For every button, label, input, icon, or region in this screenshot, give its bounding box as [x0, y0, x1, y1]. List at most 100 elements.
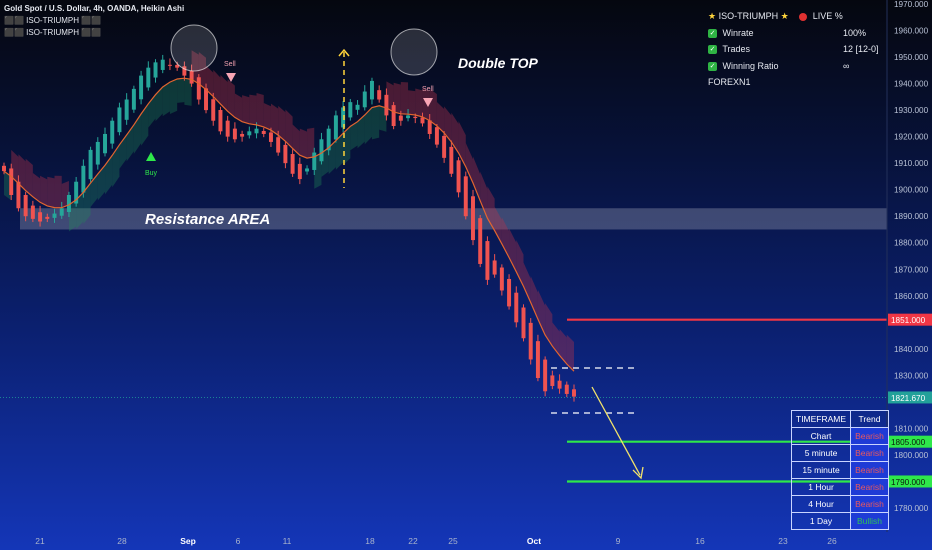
checkmark-icon: ✓ [708, 45, 717, 55]
y-tick-label: 1870.000 [894, 265, 929, 274]
sell-marker-icon-2 [423, 98, 433, 107]
candle-body [290, 154, 295, 174]
cloud-segment [90, 173, 98, 207]
star-icon: ★ [708, 11, 717, 21]
x-tick-label: Oct [527, 536, 541, 546]
cloud-segment [105, 155, 113, 195]
trend-timeframe: 1 Day [790, 512, 852, 530]
trend-header-timeframe: TIMEFRAME [790, 410, 852, 428]
cloud-segment [436, 102, 445, 133]
candle-body [182, 66, 187, 76]
cloud-segment [350, 121, 358, 151]
candle-body [218, 109, 223, 132]
candle-body [456, 160, 461, 193]
stats-value: ∞ [843, 60, 850, 71]
cloud-segment [530, 275, 538, 320]
candle-body [30, 205, 35, 219]
cloud-segment [112, 144, 120, 188]
y-tick-label: 1890.000 [894, 212, 929, 221]
trend-row: Chart Bearish [790, 427, 889, 445]
candle-body [333, 115, 338, 140]
cloud-segment [263, 102, 271, 131]
candle-body [564, 384, 569, 394]
y-tick-label: 1910.000 [894, 159, 929, 168]
candle-body [463, 176, 468, 217]
candle-body [247, 131, 252, 136]
candle-body [514, 292, 519, 323]
stats-value: 100% [843, 27, 867, 38]
symbol-title: Gold Spot / U.S. Dollar, 4h, OANDA, Heik… [4, 4, 185, 13]
price-lines[interactable] [0, 318, 887, 483]
trend-table-header: TIMEFRAME Trend [790, 410, 889, 428]
candle-body [211, 99, 216, 121]
cloud-segment [177, 78, 185, 103]
candle-body [261, 130, 266, 134]
cloud-segment [472, 156, 481, 201]
candle-body [283, 144, 288, 164]
candle-body [369, 80, 374, 100]
sell-marker-icon-1 [226, 73, 236, 82]
stats-footer: FOREXN1 [708, 77, 751, 87]
trend-value: Bearish [850, 427, 889, 445]
cloud-segment [523, 262, 531, 303]
candle-body [240, 133, 245, 137]
cloud-segment [299, 128, 308, 159]
candle-body [398, 115, 403, 121]
cloud-segment [480, 171, 488, 219]
y-tick-label: 1940.000 [894, 80, 929, 89]
sell-label-1: Sell [224, 61, 236, 68]
candle-body [492, 260, 497, 275]
cloud-segment [25, 158, 33, 197]
cloud-segment [83, 183, 91, 225]
candle-body [442, 135, 447, 158]
candle-body [557, 380, 562, 389]
indicator-legend-2[interactable]: ⬛⬛ ISO-TRIUMPH ⬛⬛ [4, 28, 102, 37]
candle-body [117, 107, 122, 133]
y-tick-label: 1960.000 [894, 27, 929, 36]
trend-row: 1 Hour Bearish [790, 478, 889, 496]
candle-body [9, 168, 14, 195]
trend-timeframe: 4 Hour [790, 495, 852, 513]
candle-body [167, 64, 172, 66]
cloud-segment [249, 94, 257, 125]
candle-body [2, 165, 6, 172]
y-tick-label: 1780.000 [894, 504, 929, 513]
y-tick-label: 1800.000 [894, 451, 929, 460]
price-level-tag [888, 475, 932, 488]
x-axis[interactable]: 21 28 Sep 6 11 18 22 25 Oct 9 16 23 26 [35, 536, 837, 546]
cloud-segment [148, 94, 156, 128]
price-level-tag-label: 1790.000 [891, 478, 926, 487]
cloud-segment [40, 175, 48, 206]
x-tick-label: 22 [408, 536, 418, 546]
trend-row: 1 Day Bullish [790, 512, 889, 530]
x-tick-label: 28 [117, 536, 127, 546]
indicator-legend-1[interactable]: ⬛⬛ ISO-TRIUMPH ⬛⬛ [4, 16, 102, 25]
cloud-segment [184, 78, 192, 106]
cloud-segment [343, 126, 351, 166]
cloud-segment [270, 103, 279, 136]
cloud-segment [422, 87, 430, 121]
candle-body [528, 322, 533, 360]
x-tick-label: 11 [283, 536, 292, 546]
cloud-segment [415, 88, 423, 117]
trend-value: Bearish [850, 461, 889, 479]
candle-body [225, 120, 230, 137]
trend-value: Bearish [850, 444, 889, 462]
trend-timeframe: Chart [790, 427, 852, 445]
buy-label: Buy [145, 170, 158, 177]
candle-body [110, 120, 115, 144]
cloud-segment [335, 133, 344, 170]
candle-body [52, 213, 57, 218]
cloud-segment [545, 303, 553, 347]
candle-body [341, 107, 346, 128]
cloud-segment [285, 109, 293, 149]
buy-marker-icon [146, 152, 156, 161]
cloud-segment [501, 217, 510, 258]
candle-body [377, 90, 382, 100]
stats-label: Winning Ratio [722, 60, 779, 71]
candle-body [254, 128, 259, 134]
candle-body [146, 67, 151, 88]
candle-body [543, 359, 548, 392]
cloud-segment [227, 79, 235, 118]
